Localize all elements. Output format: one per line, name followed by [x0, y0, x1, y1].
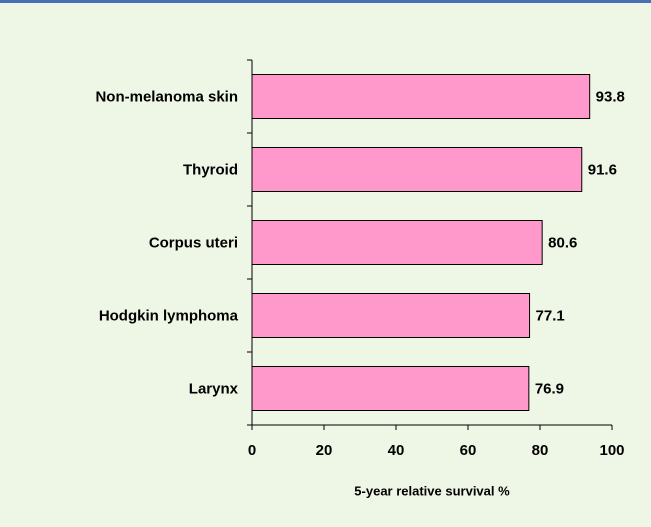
y-tick-label: Thyroid	[183, 161, 238, 178]
x-tick-label: 80	[532, 442, 549, 459]
value-label: 93.8	[596, 88, 625, 105]
bar	[251, 74, 591, 119]
y-tick-label: Hodgkin lymphoma	[99, 307, 239, 324]
y-tick-label: Larynx	[189, 380, 239, 397]
value-label: 77.1	[536, 307, 565, 324]
x-tick-label: 60	[460, 442, 477, 459]
bar	[251, 293, 531, 338]
x-tick-label: 100	[599, 442, 624, 459]
value-label: 80.6	[548, 234, 577, 251]
y-tick-label: Corpus uteri	[149, 234, 238, 251]
x-axis-title: 5-year relative survival %	[354, 483, 510, 498]
bar	[251, 220, 543, 265]
value-label: 76.9	[535, 380, 564, 397]
x-tick-label: 40	[388, 442, 405, 459]
value-label: 91.6	[588, 161, 617, 178]
x-tick-label: 20	[316, 442, 333, 459]
top-border	[0, 0, 651, 3]
bar	[251, 366, 530, 411]
y-tick-label: Non-melanoma skin	[95, 88, 238, 105]
x-tick-label: 0	[248, 442, 256, 459]
bar	[251, 147, 583, 192]
